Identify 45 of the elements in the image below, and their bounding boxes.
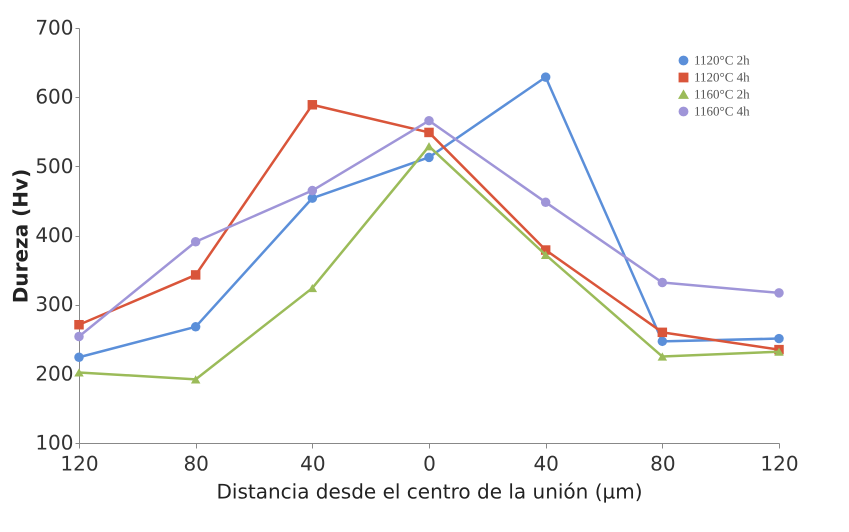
point [658, 278, 668, 288]
point [540, 72, 550, 82]
point [308, 100, 318, 110]
point [190, 270, 200, 280]
point [658, 328, 668, 338]
legend-label: 1120°C 4h [694, 70, 750, 84]
x-tick-label: 80 [183, 452, 209, 476]
point [424, 142, 434, 150]
x-tick-label: 40 [533, 452, 559, 476]
y-axis-title: Dureza (Hv) [8, 168, 32, 304]
point [190, 322, 200, 332]
legend-label: 1120°C 2h [694, 52, 750, 68]
point [774, 348, 784, 356]
point [74, 352, 84, 362]
y-tick-label: 100 [35, 430, 74, 454]
x-tick-label: 80 [650, 452, 676, 476]
y-tick-label: 200 [35, 361, 74, 386]
point [658, 352, 668, 361]
point [540, 198, 550, 208]
x-axis-title: Distancia desde el centro de la unión (µm) [216, 480, 643, 504]
point [190, 375, 200, 384]
point [424, 152, 434, 162]
point [774, 288, 784, 298]
point [308, 284, 318, 292]
legend-label: 1160°C 2h [694, 86, 750, 102]
legend-label: 1160°C 4h [694, 104, 750, 118]
point [424, 128, 434, 138]
x-tick-label: 40 [300, 452, 326, 476]
point [74, 368, 84, 377]
x-tick-label: 0 [423, 452, 436, 476]
point [424, 116, 434, 126]
point [658, 336, 668, 346]
y-tick-label: 600 [35, 84, 74, 109]
point [74, 320, 84, 330]
x-tick-label: 120 [760, 452, 799, 476]
point [540, 250, 550, 259]
y-tick-label: 400 [35, 223, 74, 247]
y-tick-label: 700 [35, 16, 74, 40]
point [308, 186, 318, 196]
point [774, 334, 784, 344]
y-tick-label: 500 [35, 154, 74, 178]
x-tick-label: 120 [60, 452, 99, 476]
y-tick-label: 300 [35, 292, 74, 316]
point [74, 332, 84, 342]
point [190, 236, 200, 246]
